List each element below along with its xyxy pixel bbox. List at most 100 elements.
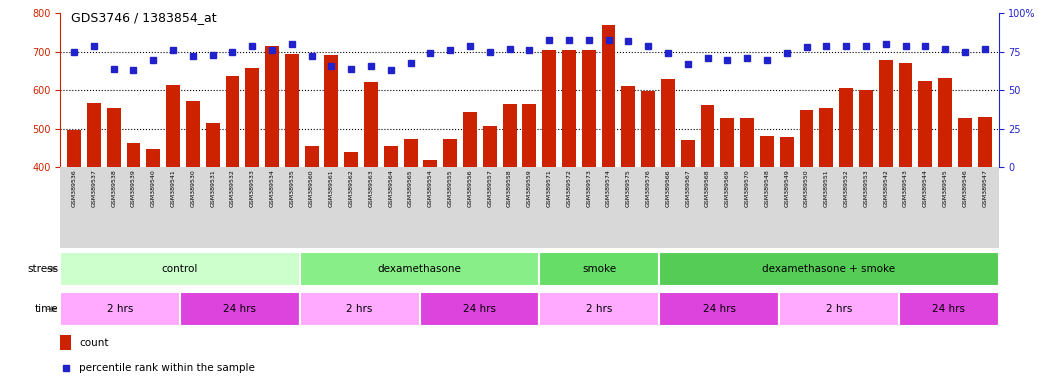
Text: GSM389535: GSM389535 xyxy=(290,169,295,207)
Text: GSM389575: GSM389575 xyxy=(626,169,631,207)
Bar xyxy=(225,76,240,167)
Bar xyxy=(958,118,972,167)
Bar xyxy=(879,60,893,167)
Bar xyxy=(622,86,635,167)
Text: 24 hrs: 24 hrs xyxy=(463,304,496,314)
Text: GSM389565: GSM389565 xyxy=(408,169,413,207)
Text: GSM389553: GSM389553 xyxy=(864,169,869,207)
Bar xyxy=(180,292,300,326)
Text: GSM389570: GSM389570 xyxy=(744,169,749,207)
Text: GSM389572: GSM389572 xyxy=(567,169,572,207)
Bar xyxy=(740,118,754,167)
Bar xyxy=(859,90,873,167)
Text: GSM389559: GSM389559 xyxy=(527,169,531,207)
Text: GSM389556: GSM389556 xyxy=(467,169,472,207)
Bar xyxy=(186,101,199,167)
Bar xyxy=(345,152,358,167)
Text: GSM389534: GSM389534 xyxy=(270,169,274,207)
Bar xyxy=(799,110,814,167)
Text: 24 hrs: 24 hrs xyxy=(223,304,256,314)
Text: 2 hrs: 2 hrs xyxy=(825,304,852,314)
Bar xyxy=(67,130,81,167)
Bar xyxy=(522,104,537,167)
Bar xyxy=(641,91,655,167)
Bar xyxy=(562,50,576,167)
Bar xyxy=(839,88,853,167)
Text: GSM389543: GSM389543 xyxy=(903,169,908,207)
Bar xyxy=(540,252,659,286)
Bar xyxy=(899,63,912,167)
Text: GSM389563: GSM389563 xyxy=(368,169,374,207)
Text: GSM389547: GSM389547 xyxy=(982,169,987,207)
Bar xyxy=(284,54,299,167)
Text: GSM389538: GSM389538 xyxy=(111,169,116,207)
Bar xyxy=(300,292,419,326)
Text: count: count xyxy=(79,338,109,348)
Text: GDS3746 / 1383854_at: GDS3746 / 1383854_at xyxy=(71,12,216,25)
Text: GSM389532: GSM389532 xyxy=(230,169,235,207)
Text: GSM389573: GSM389573 xyxy=(586,169,592,207)
Text: GSM389533: GSM389533 xyxy=(250,169,254,207)
Text: GSM389568: GSM389568 xyxy=(705,169,710,207)
Text: GSM389557: GSM389557 xyxy=(487,169,492,207)
Bar xyxy=(659,252,999,286)
Text: GSM389548: GSM389548 xyxy=(764,169,769,207)
Text: GSM389542: GSM389542 xyxy=(883,169,889,207)
Bar xyxy=(483,126,497,167)
Text: GSM389555: GSM389555 xyxy=(447,169,453,207)
Text: GSM389544: GSM389544 xyxy=(923,169,928,207)
Text: GSM389531: GSM389531 xyxy=(210,169,215,207)
Bar xyxy=(540,292,659,326)
Text: GSM389567: GSM389567 xyxy=(685,169,690,207)
Bar xyxy=(305,146,319,167)
Bar xyxy=(60,292,180,326)
Bar xyxy=(166,85,180,167)
Bar xyxy=(502,104,517,167)
Bar xyxy=(661,79,675,167)
Bar xyxy=(107,108,120,167)
Text: GSM389550: GSM389550 xyxy=(804,169,809,207)
Bar xyxy=(899,292,999,326)
Bar xyxy=(919,81,932,167)
Text: GSM389574: GSM389574 xyxy=(606,169,611,207)
Text: 2 hrs: 2 hrs xyxy=(107,304,133,314)
Text: GSM389551: GSM389551 xyxy=(824,169,828,207)
Text: GSM389552: GSM389552 xyxy=(844,169,849,207)
Bar xyxy=(819,108,834,167)
Bar xyxy=(206,123,220,167)
Text: GSM389537: GSM389537 xyxy=(91,169,97,207)
Bar xyxy=(720,118,734,167)
Bar xyxy=(364,82,378,167)
Text: GSM389576: GSM389576 xyxy=(646,169,651,207)
Text: GSM389530: GSM389530 xyxy=(190,169,195,207)
Text: GSM389564: GSM389564 xyxy=(388,169,393,207)
Text: GSM389539: GSM389539 xyxy=(131,169,136,207)
Bar xyxy=(760,136,774,167)
Text: GSM389561: GSM389561 xyxy=(329,169,334,207)
Text: GSM389546: GSM389546 xyxy=(962,169,967,207)
Bar xyxy=(325,55,338,167)
Text: 2 hrs: 2 hrs xyxy=(586,304,612,314)
Text: stress: stress xyxy=(27,264,58,274)
Bar xyxy=(300,252,540,286)
Bar xyxy=(780,137,794,167)
Text: 2 hrs: 2 hrs xyxy=(347,304,373,314)
Text: dexamethasone + smoke: dexamethasone + smoke xyxy=(762,264,896,274)
Text: GSM389558: GSM389558 xyxy=(508,169,512,207)
Text: percentile rank within the sample: percentile rank within the sample xyxy=(79,362,255,373)
Bar xyxy=(60,335,72,350)
Text: smoke: smoke xyxy=(582,264,617,274)
Text: 24 hrs: 24 hrs xyxy=(703,304,736,314)
Text: 24 hrs: 24 hrs xyxy=(932,304,965,314)
Bar xyxy=(419,292,540,326)
Text: GSM389560: GSM389560 xyxy=(309,169,315,207)
Text: control: control xyxy=(162,264,198,274)
Bar xyxy=(384,146,398,167)
Bar xyxy=(60,252,300,286)
Bar xyxy=(602,25,616,167)
Bar xyxy=(443,139,457,167)
Text: GSM389554: GSM389554 xyxy=(428,169,433,207)
Bar xyxy=(424,160,437,167)
Bar xyxy=(701,105,714,167)
Bar xyxy=(87,103,101,167)
